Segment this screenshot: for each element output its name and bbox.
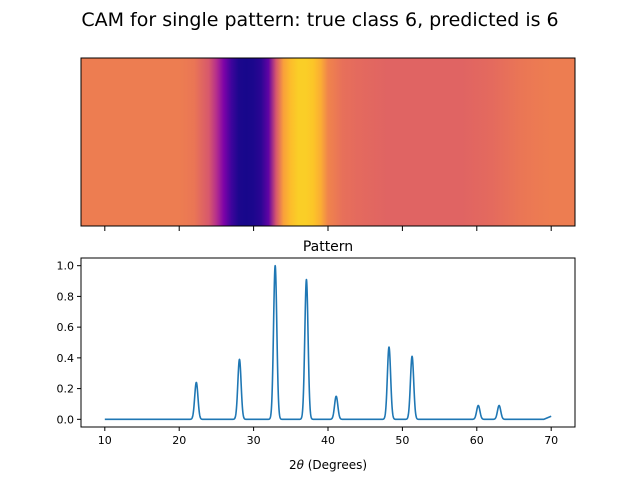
pattern-plot-frame xyxy=(80,257,576,428)
pattern-x-ticks: 10 20 30 40 50 60 70 xyxy=(98,427,558,447)
pattern-x-axis-label: 2θ (Degrees) xyxy=(289,458,367,472)
y-tick-label: 0.4 xyxy=(57,352,75,365)
x-tick-label: 20 xyxy=(172,434,186,447)
x-tick-label: 70 xyxy=(544,434,558,447)
y-tick-label: 1.0 xyxy=(57,260,75,273)
cam-x-ticks xyxy=(104,226,552,231)
x-tick-label: 50 xyxy=(395,434,409,447)
pattern-panel: Pattern 10 20 30 40 50 60 70 0.0 0.2 0.4 0.6 0.8 1.… xyxy=(57,239,576,472)
y-tick-label: 0.0 xyxy=(57,413,75,426)
y-tick-label: 0.6 xyxy=(57,321,75,334)
xlabel-prefix: 2 xyxy=(289,458,297,472)
y-tick-label: 0.2 xyxy=(57,383,75,396)
x-tick-label: 60 xyxy=(470,434,484,447)
pattern-series-line xyxy=(104,264,552,421)
cam-heatmap-panel xyxy=(80,57,576,231)
x-tick-label: 40 xyxy=(321,434,335,447)
xlabel-suffix: (Degrees) xyxy=(304,458,367,472)
xlabel-theta-symbol: θ xyxy=(297,458,305,472)
pattern-title: Pattern xyxy=(303,239,353,255)
cam-heatmap-image xyxy=(81,58,575,226)
x-tick-label: 30 xyxy=(247,434,261,447)
pattern-y-ticks: 0.0 0.2 0.4 0.6 0.8 1.0 xyxy=(57,260,81,426)
figure-title: CAM for single pattern: true class 6, pr… xyxy=(81,9,558,31)
y-tick-label: 0.8 xyxy=(57,290,75,303)
x-tick-label: 10 xyxy=(98,434,112,447)
